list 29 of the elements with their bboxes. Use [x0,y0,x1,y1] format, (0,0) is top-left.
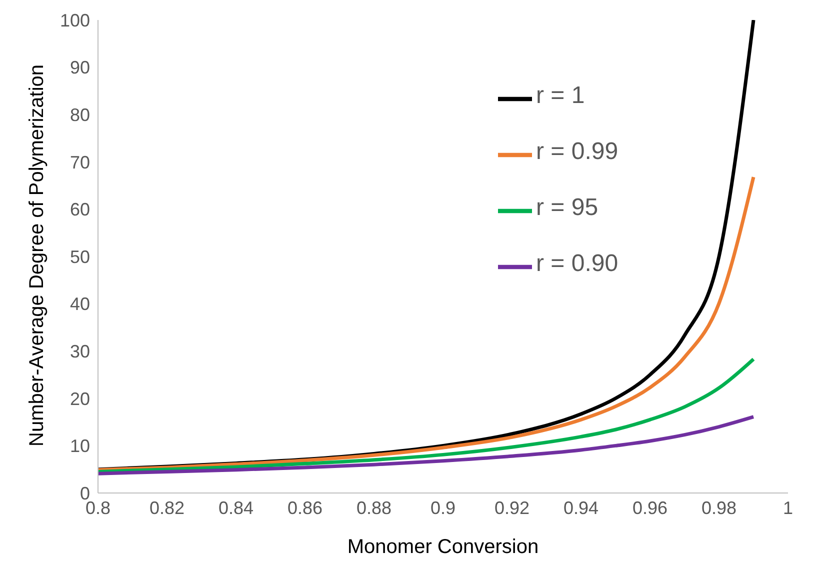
x-tick-label: 0.9 [430,498,456,518]
x-tick-label: 0.88 [356,498,392,518]
line-series [98,175,756,472]
x-tick-label: 0.82 [149,498,185,518]
x-tick-label: 0.94 [563,498,599,518]
legend-label: r = 95 [536,194,598,221]
y-tick-label: 80 [70,104,90,125]
x-tick-label: 0.96 [632,498,668,518]
y-tick-label: 40 [70,294,90,314]
line-series [98,415,756,476]
line-series [98,357,756,474]
x-tick-label: 0.86 [287,498,323,518]
x-tick-label: 0.98 [701,498,737,518]
legend-label: r = 1 [536,82,585,109]
y-axis-title: Number-Average Degree of Polymerization [26,64,48,446]
y-tick-label: 20 [70,388,90,409]
y-tick-label: 50 [70,246,90,267]
legend-label: r = 0.90 [536,250,618,277]
y-tick-label: 60 [70,200,90,220]
x-tick-label: 0.92 [494,498,530,518]
x-tick-label: 0.84 [218,498,254,518]
x-tick-label: 1 [782,498,794,518]
y-tick-label: 70 [70,152,90,172]
y-tick-label: 30 [70,341,90,362]
y-tick-label: 10 [70,436,90,456]
y-tick-label: 90 [70,58,90,78]
y-tick-label: 100 [60,10,90,30]
legend-label: r = 0.99 [536,138,618,165]
x-axis-title: Monomer Conversion [347,536,539,558]
